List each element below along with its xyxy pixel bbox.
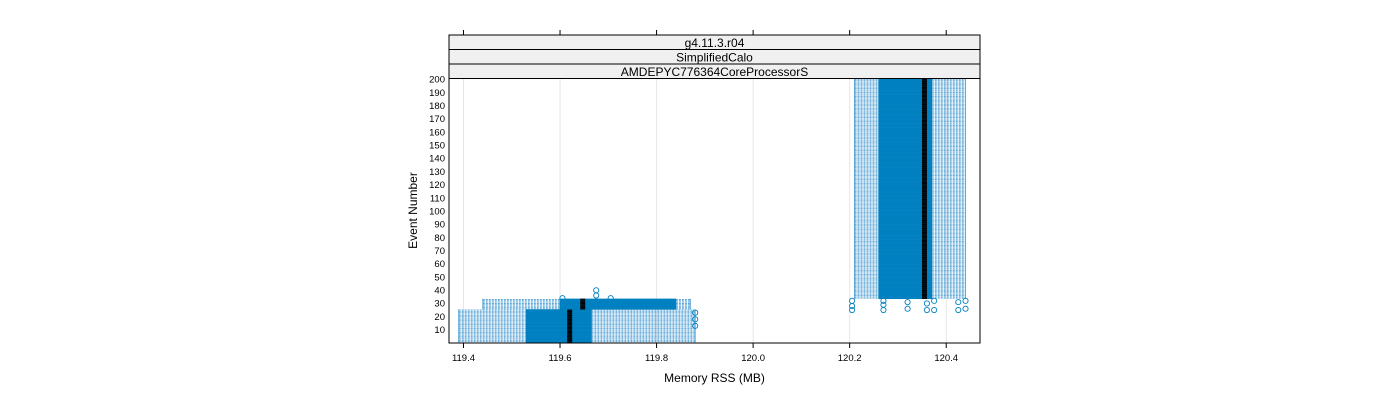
box xyxy=(526,311,591,312)
box xyxy=(560,299,676,300)
data-layer xyxy=(459,79,968,343)
outlier-point xyxy=(924,301,929,306)
box xyxy=(526,321,591,322)
y-tick-label: 190 xyxy=(429,88,445,99)
x-tick-label: 119.4 xyxy=(452,353,475,364)
x-tick-label: 120.4 xyxy=(934,353,958,364)
box xyxy=(560,308,676,309)
y-tick-label: 30 xyxy=(434,299,445,310)
y-tick-label: 110 xyxy=(430,193,445,204)
box xyxy=(526,325,591,326)
strip-label: SimplifiedCalo xyxy=(676,50,753,64)
y-tick-label: 40 xyxy=(434,286,445,297)
box xyxy=(526,329,591,330)
outlier-point xyxy=(956,307,961,312)
y-tick-label: 150 xyxy=(429,141,445,152)
box xyxy=(526,333,591,334)
box xyxy=(526,337,591,338)
box xyxy=(526,331,591,332)
y-tick-label: 20 xyxy=(434,312,445,323)
y-tick-label: 90 xyxy=(434,220,445,231)
y-tick-label: 130 xyxy=(429,167,445,178)
outlier-point xyxy=(932,298,937,303)
outlier-point xyxy=(905,300,910,305)
y-axis-label: Event Number xyxy=(406,172,420,249)
y-tick-label: 140 xyxy=(429,154,445,165)
outlier-point xyxy=(932,307,937,312)
box xyxy=(526,324,591,325)
y-tick-label: 170 xyxy=(429,114,445,125)
strip-label: AMDEPYC776364CoreProcessorS xyxy=(621,65,808,79)
outlier-point xyxy=(594,288,599,293)
y-tick-label: 80 xyxy=(434,233,445,244)
box xyxy=(560,307,676,308)
box xyxy=(526,309,591,310)
median-marker xyxy=(580,299,585,301)
outlier-point xyxy=(881,307,886,312)
strip-label: g4.11.3.r04 xyxy=(685,36,745,50)
axes-layer: 119.4 119.6 119.8 120.0 120.2 120.4 10 20 30 40 50… xyxy=(406,30,958,385)
outlier-point xyxy=(924,307,929,312)
y-tick-label: 120 xyxy=(429,180,445,191)
box xyxy=(526,332,591,333)
box xyxy=(526,341,591,342)
box xyxy=(526,336,591,337)
y-tick-label: 160 xyxy=(429,127,445,138)
y-tick-label: 50 xyxy=(434,272,445,283)
box xyxy=(560,304,676,305)
box xyxy=(526,313,591,314)
strip-layer: g4.11.3.r04SimplifiedCaloAMDEPYC776364Co… xyxy=(449,35,980,79)
y-tick-label: 100 xyxy=(429,206,445,217)
box xyxy=(526,319,591,320)
outlier-point xyxy=(594,293,599,298)
x-axis-label: Memory RSS (MB) xyxy=(664,371,765,385)
x-tick-label: 120.0 xyxy=(741,353,765,364)
box xyxy=(526,327,591,328)
box xyxy=(526,317,591,318)
x-tick-label: 119.8 xyxy=(645,353,668,364)
outlier-point xyxy=(905,306,910,311)
box xyxy=(526,315,591,316)
box xyxy=(560,306,676,307)
y-tick-label: 10 xyxy=(434,325,445,336)
y-tick-label: 70 xyxy=(434,246,445,257)
y-tick-label: 180 xyxy=(429,101,445,112)
outlier-point xyxy=(963,298,968,303)
box xyxy=(526,335,591,336)
x-tick-label: 120.2 xyxy=(838,353,862,364)
y-tick-label: 200 xyxy=(429,75,445,86)
outlier-point xyxy=(849,298,854,303)
box xyxy=(526,320,591,321)
box xyxy=(560,303,676,304)
y-tick-label: 60 xyxy=(434,259,445,270)
outlier-point xyxy=(849,303,854,308)
box xyxy=(526,316,591,317)
box xyxy=(526,340,591,341)
box xyxy=(560,300,676,301)
outlier-point xyxy=(956,300,961,305)
box xyxy=(526,328,591,329)
box xyxy=(560,302,676,303)
box xyxy=(526,312,591,313)
box xyxy=(526,323,591,324)
outlier-point xyxy=(963,306,968,311)
box xyxy=(526,338,591,339)
x-tick-label: 119.6 xyxy=(548,353,571,364)
